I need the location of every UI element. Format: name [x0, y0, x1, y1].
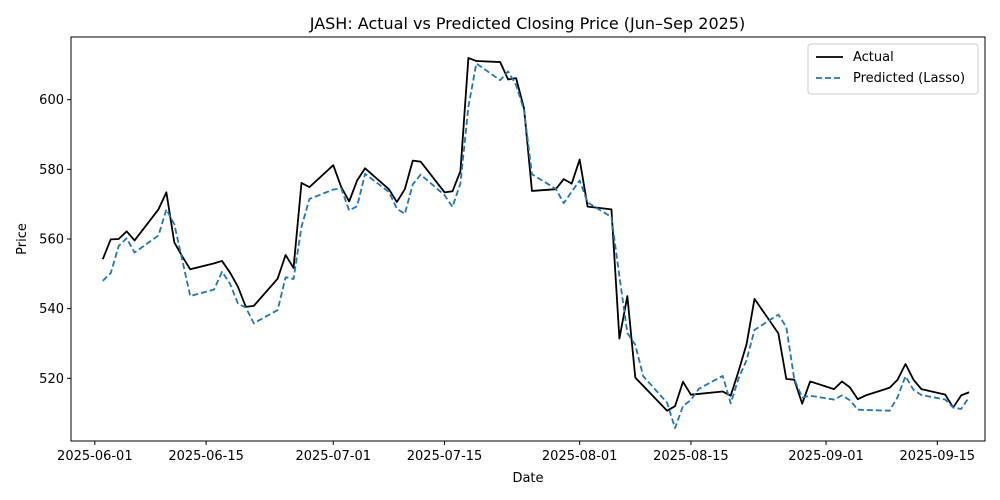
- y-tick-label: 580: [39, 163, 64, 178]
- actual-series-line: [101, 57, 970, 412]
- plot-marks: [101, 57, 970, 430]
- x-tick-label: 2025-09-15: [900, 449, 976, 464]
- y-tick-label: 560: [39, 233, 64, 248]
- x-tick-label: 2025-09-01: [788, 449, 864, 464]
- x-tick-label: 2025-06-15: [168, 449, 244, 464]
- legend-predicted-label: Predicted (Lasso): [853, 71, 965, 86]
- predicted-series-line: [102, 62, 970, 430]
- plot-frame: [70, 36, 986, 442]
- legend-box: [807, 43, 979, 95]
- y-tick-label: 540: [39, 302, 64, 317]
- chart-title: JASH: Actual vs Predicted Closing Price …: [309, 14, 745, 33]
- legend-actual-label: Actual: [853, 50, 894, 65]
- x-tick-label: 2025-07-15: [407, 449, 483, 464]
- y-axis-label: Price: [15, 223, 30, 255]
- x-tick-label: 2025-08-15: [653, 449, 729, 464]
- x-tick-label: 2025-06-01: [57, 449, 133, 464]
- y-tick-label: 600: [39, 93, 64, 108]
- legend: Actual Predicted (Lasso): [807, 43, 979, 95]
- x-tick-label: 2025-07-01: [295, 449, 371, 464]
- x-tick-label: 2025-08-01: [542, 449, 618, 464]
- y-tick-label: 520: [39, 372, 64, 387]
- x-axis-label: Date: [512, 471, 543, 486]
- axis-ticks: 2025-06-01 2025-06-15 2025-07-01 2025-07-15…: [39, 93, 975, 464]
